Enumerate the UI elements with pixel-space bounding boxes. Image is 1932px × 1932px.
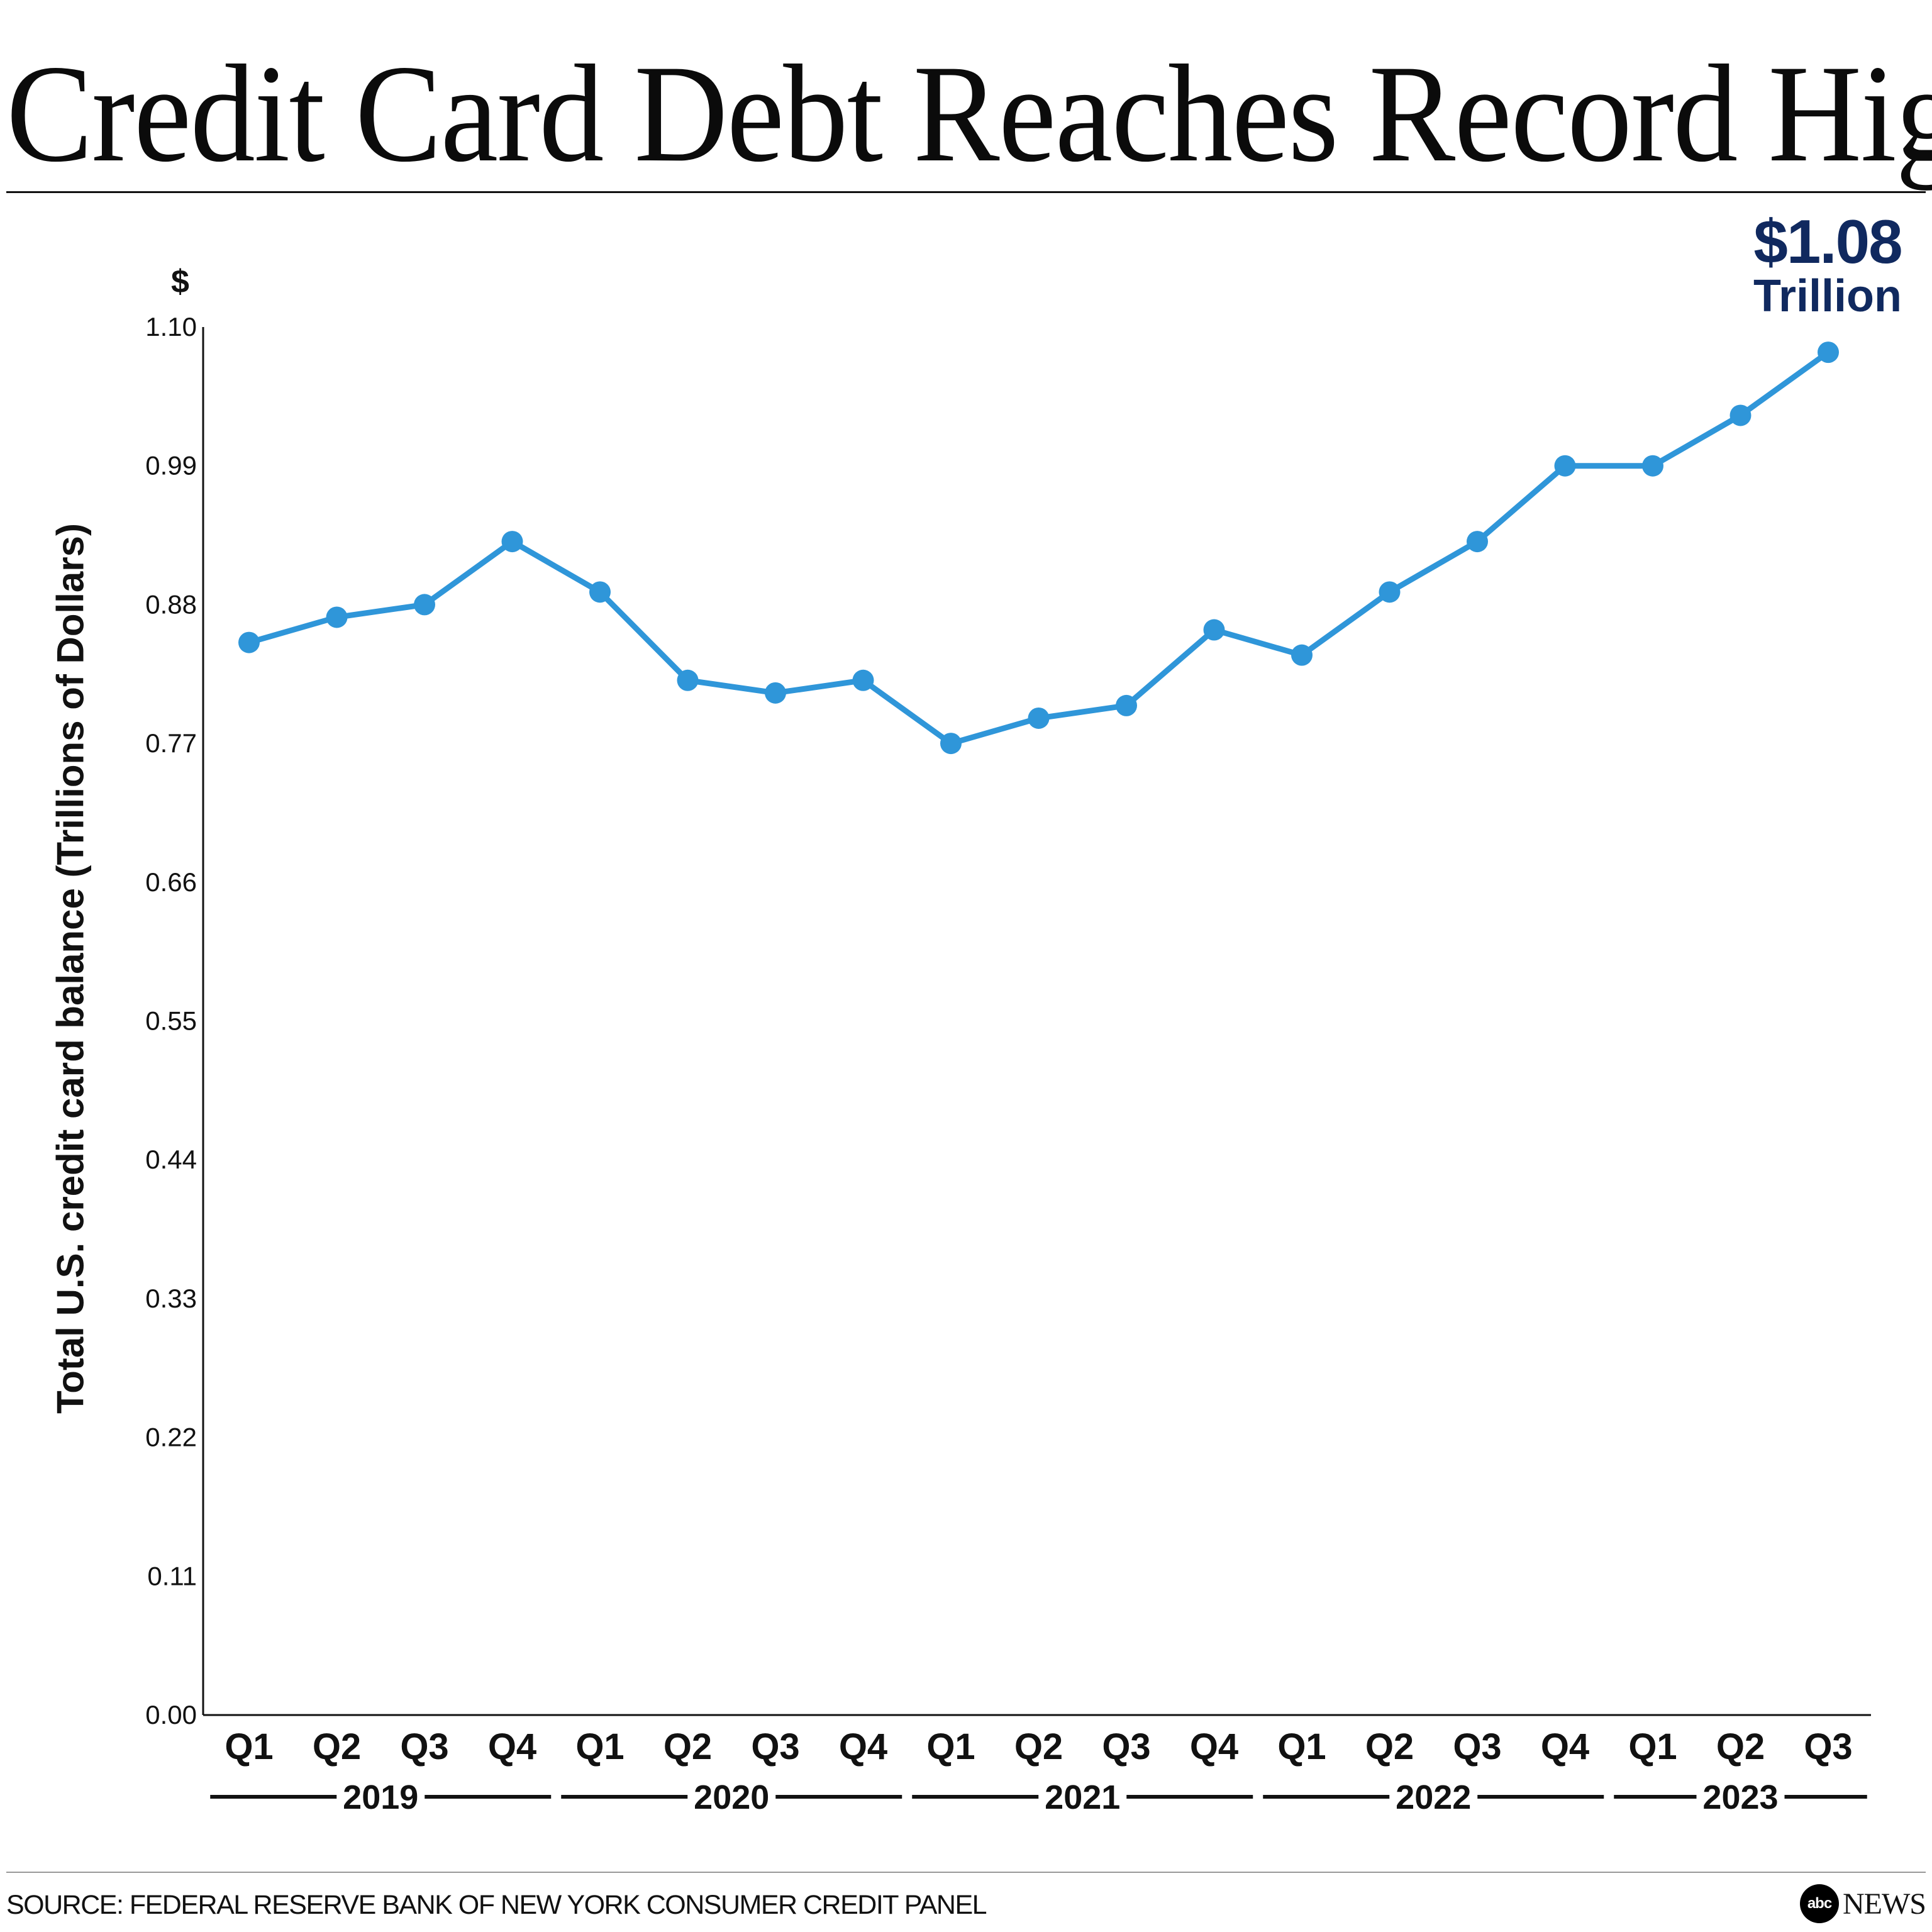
data-point: [414, 594, 435, 616]
y-tick-label: 0.22: [145, 1423, 197, 1452]
x-tick-label: Q1: [225, 1726, 273, 1767]
x-tick-label: Q4: [1541, 1726, 1589, 1767]
data-point: [852, 669, 874, 691]
x-tick-label: Q1: [926, 1726, 975, 1767]
data-point: [940, 733, 962, 755]
year-label: 2020: [694, 1779, 769, 1816]
x-tick-label: Q3: [751, 1726, 799, 1767]
chart-title: Credit Card Debt Reaches Record High: [6, 36, 1932, 191]
series-line: [246, 349, 1831, 747]
y-axis-unit: $: [171, 264, 189, 300]
abc-logo-circle: abc: [1800, 1884, 1840, 1923]
x-tick-label: Q3: [1102, 1726, 1150, 1767]
y-tick-label: 0.11: [147, 1561, 197, 1591]
year-label: 2022: [1396, 1779, 1471, 1816]
data-point: [1028, 707, 1050, 729]
x-tick-label: Q1: [575, 1726, 624, 1767]
y-tick-label: 0.77: [145, 728, 197, 758]
y-tick-label: 0.55: [145, 1006, 197, 1036]
x-tick-label: Q3: [1804, 1726, 1852, 1767]
y-tick-label: 0.33: [145, 1284, 197, 1313]
year-label: 2023: [1702, 1779, 1778, 1816]
data-point: [1642, 455, 1663, 477]
data-point: [1379, 581, 1401, 603]
x-tick-label: Q1: [1628, 1726, 1677, 1767]
x-tick-label: Q3: [1453, 1726, 1501, 1767]
record-callout: $1.08 Trillion: [1753, 207, 1903, 321]
x-tick-label: Q4: [488, 1726, 536, 1767]
x-tick-label: Q2: [1014, 1726, 1063, 1767]
x-tick-label: Q2: [313, 1726, 361, 1767]
data-point: [238, 631, 260, 653]
x-tick-label: Q2: [1365, 1726, 1414, 1767]
year-label: 2019: [343, 1779, 418, 1816]
x-tick-label: Q2: [663, 1726, 712, 1767]
abc-news-logo: abc NEWS: [1800, 1884, 1926, 1923]
y-tick-label: 1.10: [145, 312, 197, 341]
data-point: [1291, 644, 1313, 666]
callout-value: $1.08: [1753, 207, 1902, 276]
data-point: [1818, 341, 1839, 364]
x-tick-label: Q1: [1277, 1726, 1326, 1767]
data-point: [1203, 619, 1225, 641]
data-point: [765, 682, 786, 704]
y-tick-label: 0.99: [145, 451, 197, 480]
x-tick-label: Q3: [400, 1726, 448, 1767]
data-point: [501, 531, 523, 553]
year-label: 2021: [1045, 1779, 1120, 1816]
source-divider: [6, 1872, 1926, 1873]
news-wordmark: NEWS: [1843, 1887, 1926, 1921]
y-tick-label: 0.88: [145, 589, 197, 619]
y-tick-label: 0.00: [145, 1700, 197, 1729]
source-note: SOURCE: FEDERAL RESERVE BANK OF NEW YORK…: [6, 1890, 987, 1920]
title-divider: [6, 191, 1926, 193]
y-tick-label: 0.44: [145, 1145, 197, 1174]
x-tick-label: Q4: [839, 1726, 887, 1767]
data-point: [1729, 404, 1752, 426]
data-point: [1554, 455, 1576, 477]
data-point: [589, 581, 611, 603]
data-point: [1467, 531, 1488, 553]
y-tick-label: 0.66: [145, 867, 197, 897]
data-point: [677, 669, 699, 691]
x-tick-label: Q4: [1190, 1726, 1238, 1767]
data-point: [326, 606, 348, 628]
callout-unit: Trillion: [1753, 271, 1902, 321]
x-tick-label: Q2: [1716, 1726, 1765, 1767]
data-point: [1116, 694, 1137, 716]
